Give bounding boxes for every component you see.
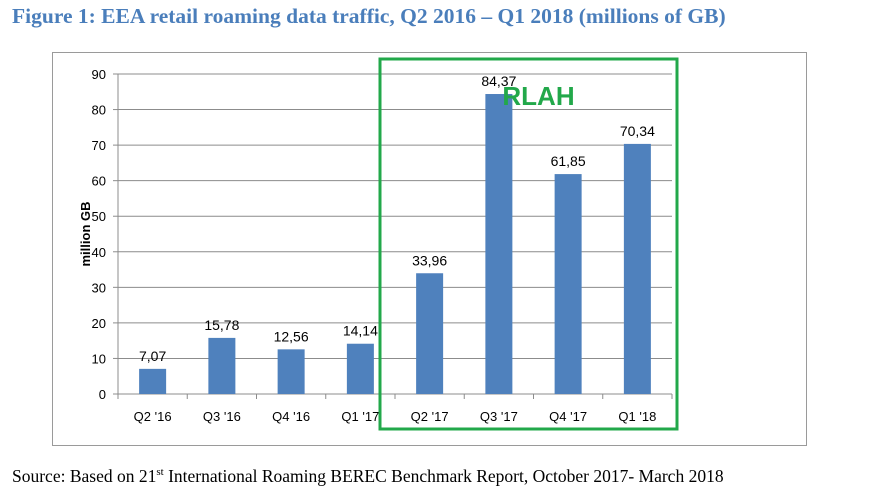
y-tick-label: 70 bbox=[92, 138, 106, 153]
data-label: 84,37 bbox=[481, 73, 516, 89]
figure-title: Figure 1: EEA retail roaming data traffi… bbox=[12, 4, 726, 28]
x-tick-label: Q4 '17 bbox=[549, 409, 587, 424]
x-tick-label: Q3 '16 bbox=[203, 409, 241, 424]
y-axis-label: million GB bbox=[78, 202, 93, 267]
bar bbox=[346, 343, 374, 394]
x-tick-label: Q4 '16 bbox=[272, 409, 310, 424]
x-tick-label: Q1 '18 bbox=[618, 409, 656, 424]
y-tick-label: 50 bbox=[92, 209, 106, 224]
x-tick-label: Q1 '17 bbox=[341, 409, 379, 424]
rlah-highlight-box bbox=[378, 57, 679, 431]
x-tick-label: Q2 '17 bbox=[411, 409, 449, 424]
data-label: 15,78 bbox=[204, 317, 239, 333]
bar bbox=[139, 368, 167, 394]
bar bbox=[554, 174, 582, 394]
y-tick-label: 40 bbox=[92, 245, 106, 260]
y-tick-label: 90 bbox=[92, 67, 106, 82]
y-tick-label: 10 bbox=[92, 351, 106, 366]
data-label: 12,56 bbox=[274, 328, 309, 344]
data-label: 7,07 bbox=[139, 348, 166, 364]
bar bbox=[208, 337, 236, 394]
y-tick-label: 80 bbox=[92, 103, 106, 118]
source-note: Source: Based on 21st International Roam… bbox=[12, 466, 724, 487]
rlah-annotation: RLAH bbox=[502, 81, 574, 111]
source-rest: International Roaming BEREC Benchmark Re… bbox=[163, 466, 724, 486]
data-label: 33,96 bbox=[412, 252, 447, 268]
y-tick-label: 20 bbox=[92, 316, 106, 331]
y-tick-label: 30 bbox=[92, 280, 106, 295]
bar bbox=[623, 143, 651, 394]
x-tick-label: Q3 '17 bbox=[480, 409, 518, 424]
bar bbox=[416, 273, 444, 394]
y-tick-label: 60 bbox=[92, 174, 106, 189]
x-tick-label: Q2 '16 bbox=[134, 409, 172, 424]
data-label: 61,85 bbox=[551, 153, 586, 169]
bar bbox=[485, 94, 513, 395]
source-ordinal-suffix: st bbox=[156, 466, 164, 479]
y-tick-label: 0 bbox=[99, 387, 106, 402]
data-label: 14,14 bbox=[343, 323, 378, 339]
source-prefix: Source: Based on 21 bbox=[12, 466, 157, 486]
bar bbox=[277, 349, 305, 394]
data-label: 70,34 bbox=[620, 123, 655, 139]
chart-frame bbox=[52, 52, 807, 446]
